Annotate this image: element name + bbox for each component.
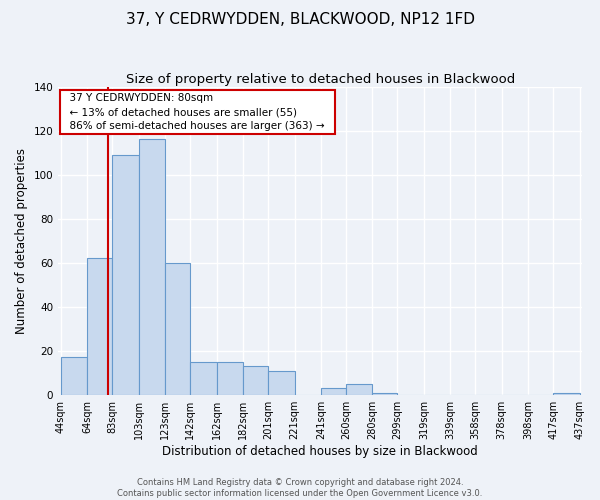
Title: Size of property relative to detached houses in Blackwood: Size of property relative to detached ho… — [125, 72, 515, 86]
Bar — [268, 370, 295, 394]
Bar — [243, 366, 268, 394]
Bar — [139, 140, 165, 394]
Bar — [346, 384, 373, 394]
Bar — [217, 362, 243, 394]
Bar — [190, 362, 217, 394]
Bar — [553, 392, 580, 394]
Bar — [61, 358, 87, 395]
Text: 37 Y CEDRWYDDEN: 80sqm
  ← 13% of detached houses are smaller (55)
  86% of semi: 37 Y CEDRWYDDEN: 80sqm ← 13% of detached… — [64, 94, 332, 132]
Y-axis label: Number of detached properties: Number of detached properties — [15, 148, 28, 334]
Bar — [321, 388, 346, 394]
Text: 37, Y CEDRWYDDEN, BLACKWOOD, NP12 1FD: 37, Y CEDRWYDDEN, BLACKWOOD, NP12 1FD — [125, 12, 475, 28]
X-axis label: Distribution of detached houses by size in Blackwood: Distribution of detached houses by size … — [163, 444, 478, 458]
Bar — [165, 262, 190, 394]
Bar — [87, 258, 112, 394]
Text: Contains HM Land Registry data © Crown copyright and database right 2024.
Contai: Contains HM Land Registry data © Crown c… — [118, 478, 482, 498]
Bar — [373, 392, 397, 394]
Bar — [112, 155, 139, 394]
